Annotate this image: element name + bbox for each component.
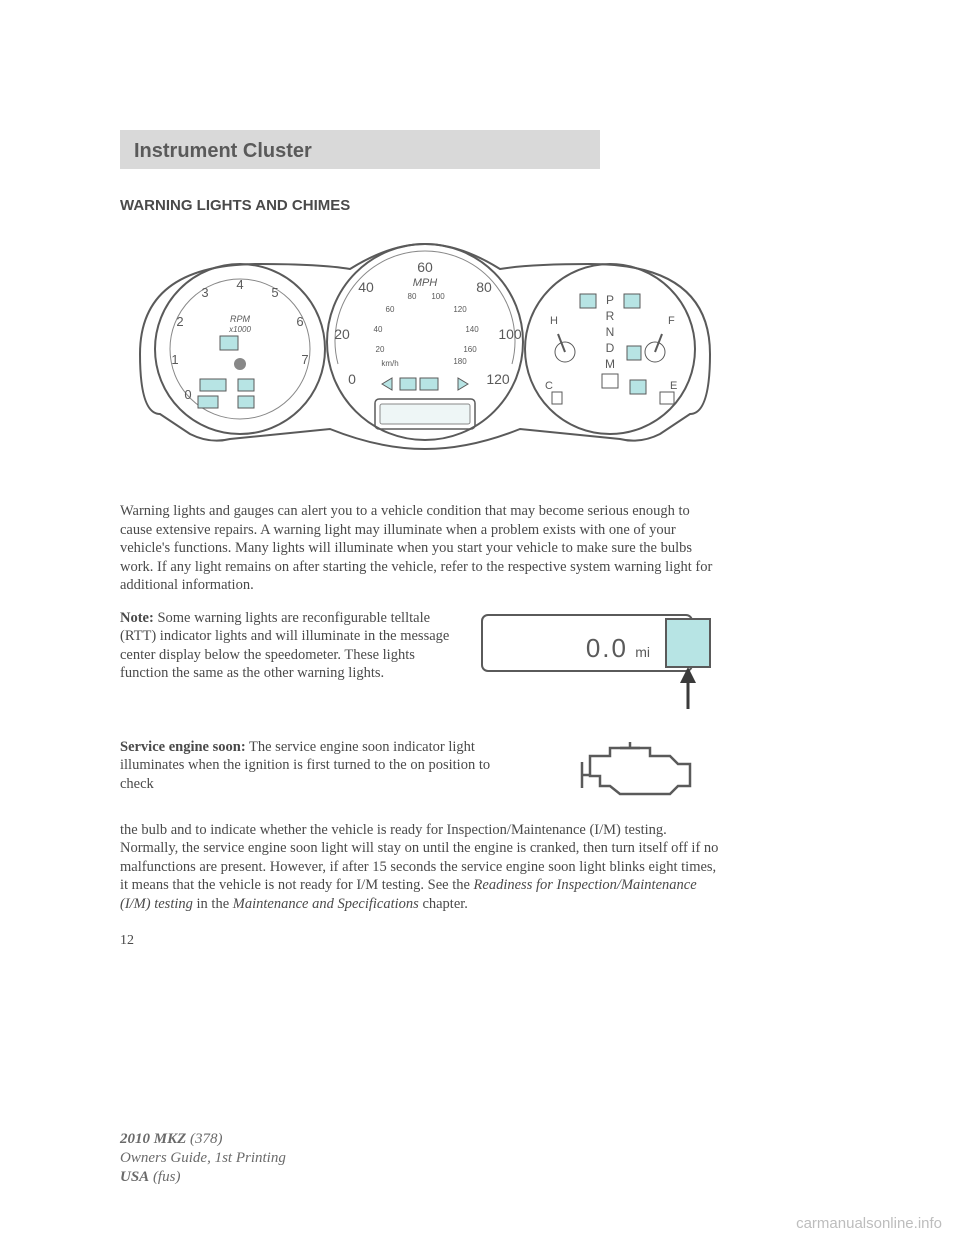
odometer-unit: mi <box>635 644 650 660</box>
check-engine-icon <box>198 396 218 408</box>
temp-icon <box>552 392 562 404</box>
tpms-icon <box>627 346 641 360</box>
airbag-icon <box>238 379 254 391</box>
lights-icon <box>400 378 416 390</box>
rtt-highlight <box>666 619 710 667</box>
svg-text:N: N <box>606 325 615 339</box>
arrow-up-icon <box>680 667 696 683</box>
tach-0: 0 <box>184 387 191 402</box>
svg-text:160: 160 <box>463 345 477 354</box>
right-turn-icon <box>458 378 468 390</box>
door-ajar-icon <box>624 294 640 308</box>
odometer-figure: 0.0 mi <box>480 609 720 724</box>
svg-text:180: 180 <box>453 357 467 366</box>
svg-text:C: C <box>545 380 553 392</box>
svg-text:20: 20 <box>376 345 385 354</box>
left-turn-icon <box>382 378 392 390</box>
cluster-svg: 0 1 2 3 4 5 6 7 RPM x1000 0 20 <box>120 234 730 462</box>
tach-6: 6 <box>296 314 303 329</box>
svg-text:R: R <box>606 309 615 323</box>
page-number: 12 <box>120 933 840 949</box>
spd-20: 20 <box>334 326 350 342</box>
svg-text:M: M <box>605 357 615 371</box>
svg-text:80: 80 <box>408 292 417 301</box>
service-label: Service engine soon: <box>120 739 246 755</box>
spd-0: 0 <box>348 371 356 387</box>
chapter-header: Instrument Cluster <box>120 130 600 169</box>
rpm-label: RPM <box>230 314 251 324</box>
tach-3: 3 <box>201 285 208 300</box>
svg-text:F: F <box>668 315 675 327</box>
svg-text:D: D <box>606 341 615 355</box>
spd-60: 60 <box>417 259 433 275</box>
high-beam-icon <box>420 378 438 390</box>
odometer-value: 0.0 <box>586 633 628 663</box>
spd-100: 100 <box>498 326 522 342</box>
od-off-icon <box>200 379 226 391</box>
svg-text:120: 120 <box>453 305 467 314</box>
traction-icon <box>580 294 596 308</box>
svg-text:140: 140 <box>465 325 479 334</box>
svg-text:E: E <box>670 380 677 392</box>
watermark: carmanualsonline.info <box>796 1215 942 1232</box>
note-row: Note: Some warning lights are reconfigur… <box>120 609 720 724</box>
note-text: Note: Some warning lights are reconfigur… <box>120 609 462 724</box>
tach-2: 2 <box>176 314 183 329</box>
chapter-title: Instrument Cluster <box>134 140 586 163</box>
svg-text:60: 60 <box>386 305 395 314</box>
note-label: Note: <box>120 610 154 626</box>
section-heading: WARNING LIGHTS AND CHIMES <box>120 197 840 214</box>
tach-7: 7 <box>301 352 308 367</box>
service-row: Service engine soon: The service engine … <box>120 738 720 813</box>
spd-120: 120 <box>486 371 510 387</box>
battery-icon <box>630 380 646 394</box>
info-icon <box>602 374 618 388</box>
engine-outline-icon <box>582 742 690 794</box>
seatbelt-icon <box>238 396 254 408</box>
tach-4: 4 <box>236 277 243 292</box>
service-text-full: the bulb and to indicate whether the veh… <box>120 821 720 914</box>
instrument-cluster-diagram: 0 1 2 3 4 5 6 7 RPM x1000 0 20 <box>120 234 730 462</box>
x1000-label: x1000 <box>228 325 251 334</box>
kmh-label: km/h <box>381 359 398 368</box>
svg-text:P: P <box>606 293 614 307</box>
svg-text:H: H <box>550 315 558 327</box>
footer: 2010 MKZ (378) Owners Guide, 1st Printin… <box>120 1130 286 1186</box>
svg-text:100: 100 <box>431 292 445 301</box>
spd-80: 80 <box>476 279 492 295</box>
service-text-col: Service engine soon: The service engine … <box>120 738 502 813</box>
engine-icon-figure <box>520 738 720 813</box>
page-content: Instrument Cluster WARNING LIGHTS AND CH… <box>120 130 840 949</box>
tach-5: 5 <box>271 285 278 300</box>
fuel-pump-icon <box>660 392 674 404</box>
intro-paragraph: Warning lights and gauges can alert you … <box>120 502 720 595</box>
svg-text:40: 40 <box>374 325 383 334</box>
spd-40: 40 <box>358 279 374 295</box>
tach-1: 1 <box>171 352 178 367</box>
fuel-cap-icon <box>220 336 238 350</box>
tach-needle-hub <box>234 358 246 370</box>
mph-label: MPH <box>413 277 438 289</box>
